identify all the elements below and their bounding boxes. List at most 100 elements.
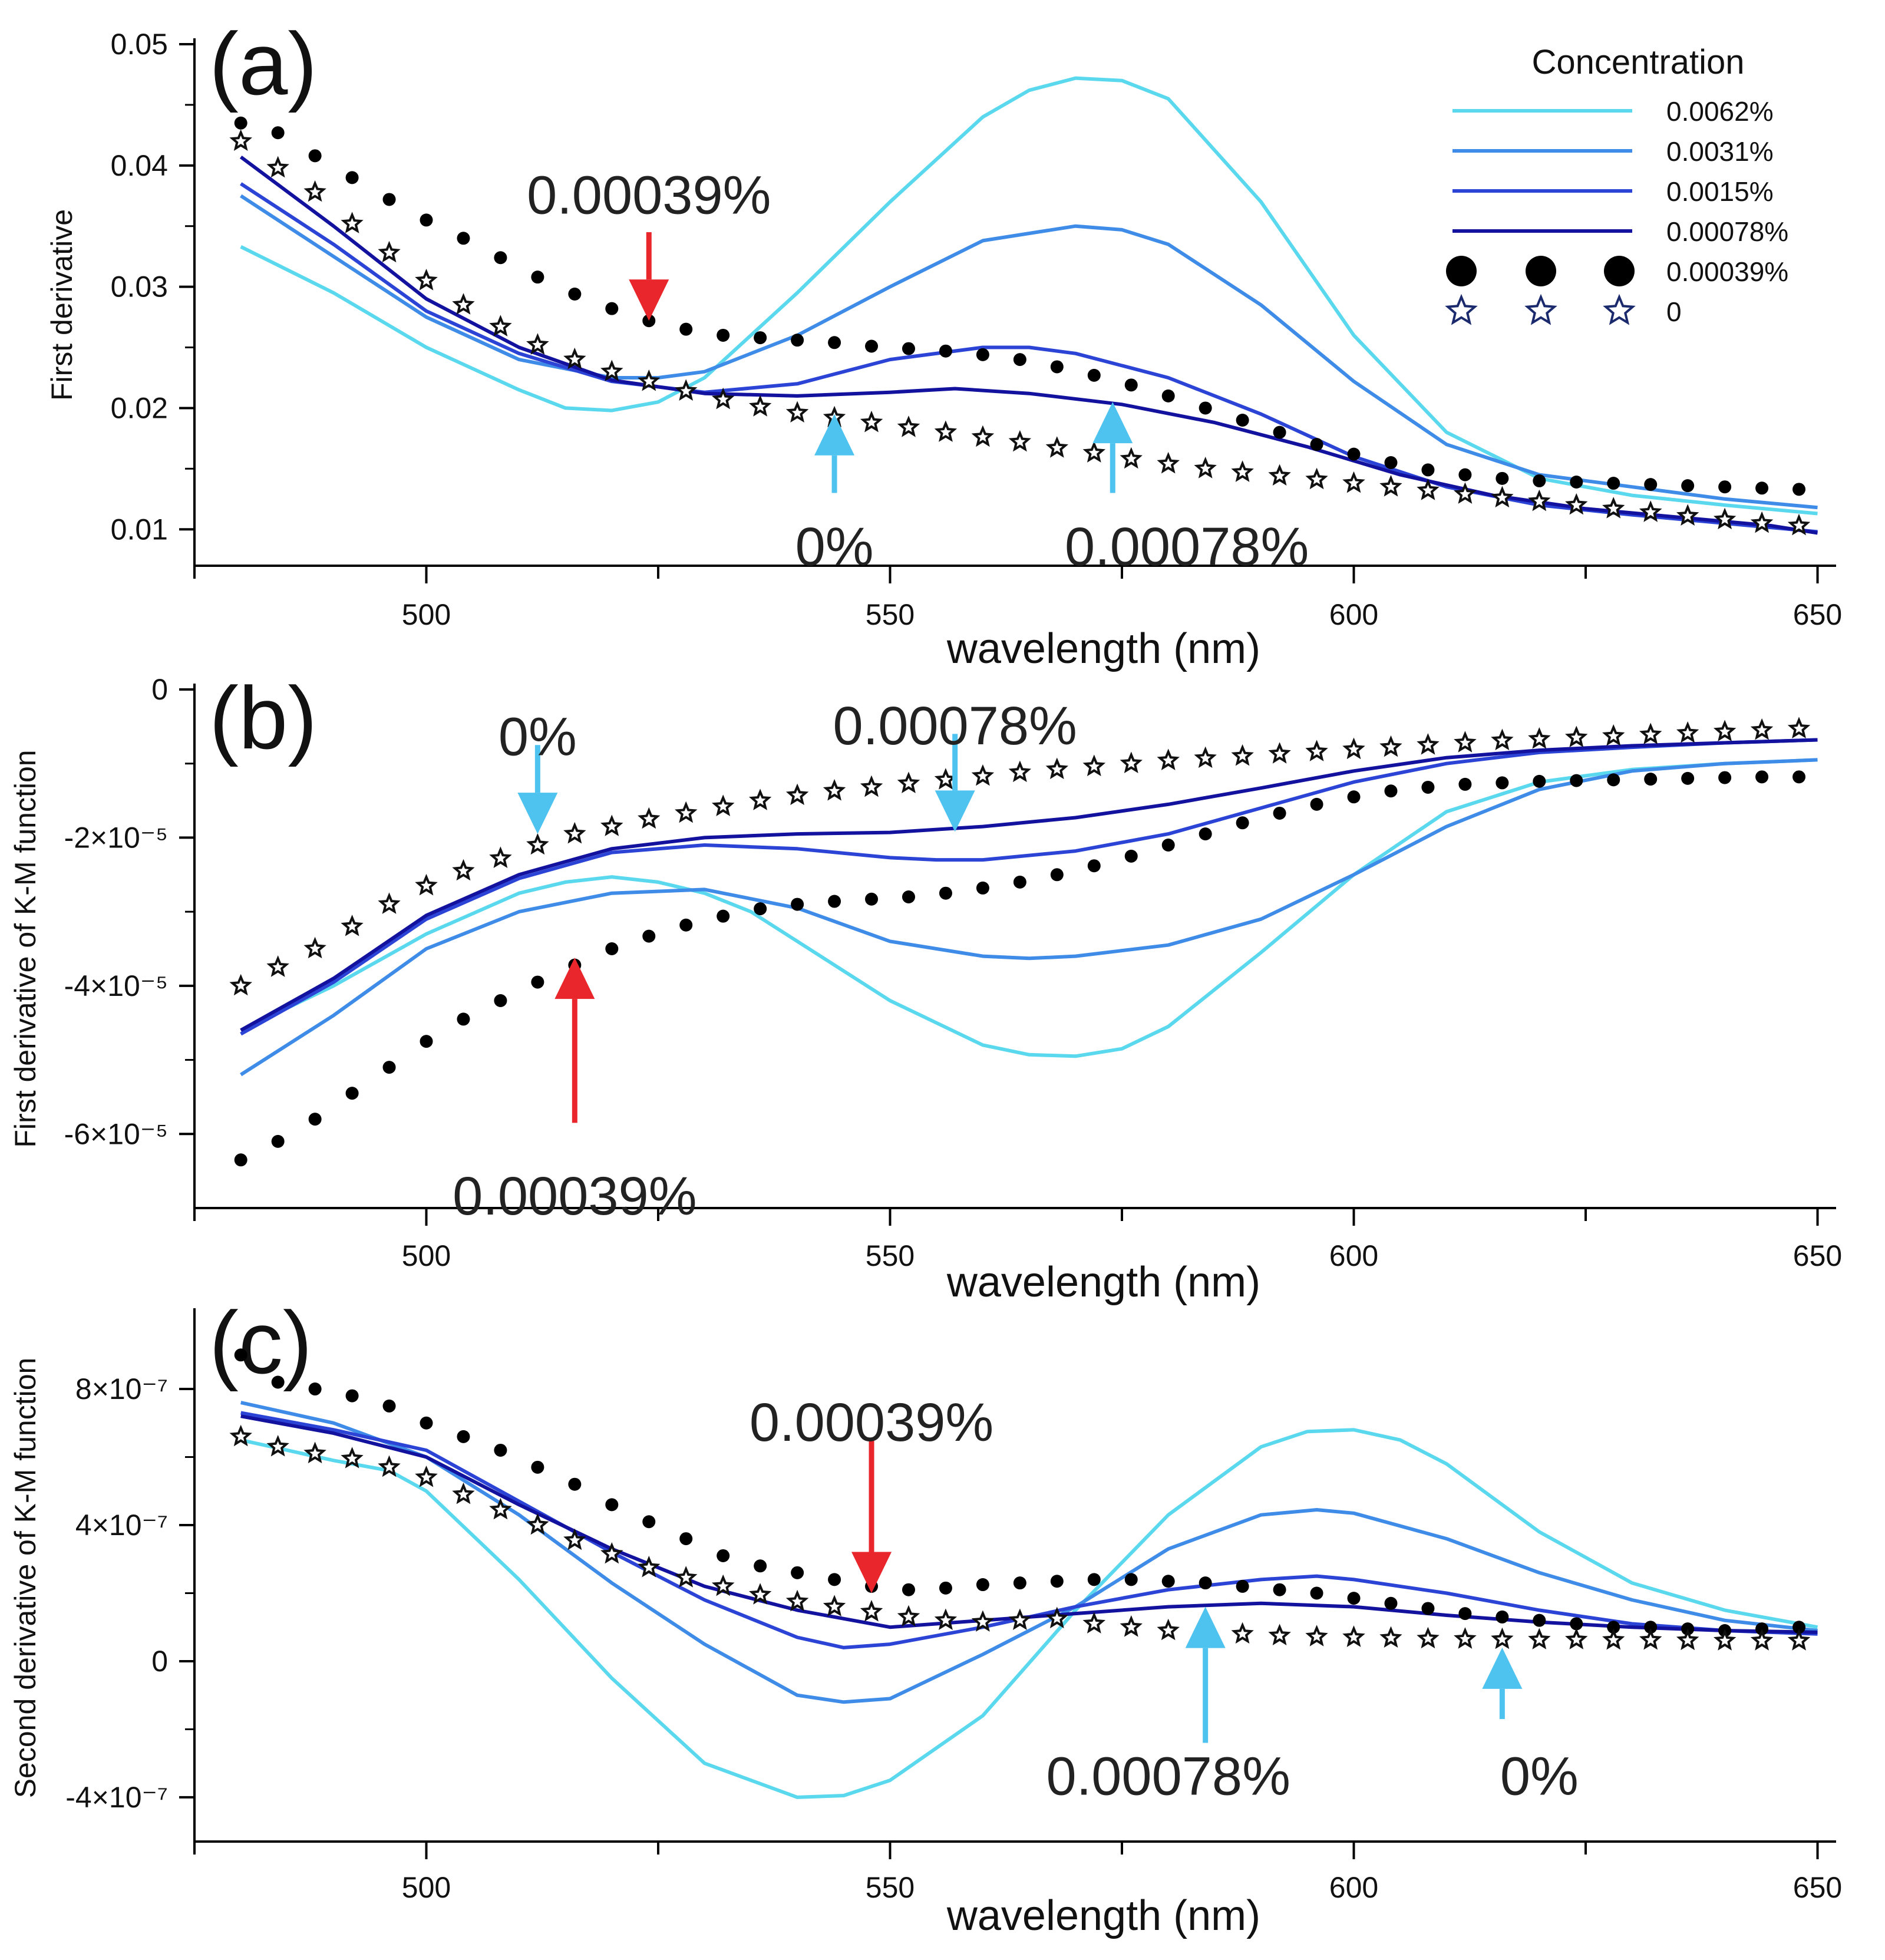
data-point-star [452,293,475,315]
legend-entry-label: 0.0031% [1666,136,1774,167]
data-point-dot [679,918,693,932]
legend-swatch-dot [1446,256,1477,286]
data-point-star [1750,511,1774,533]
data-point-star [1528,1628,1551,1649]
data-point-dot [1755,770,1769,784]
data-point-star [600,1542,623,1564]
y-tick-label: -4×10⁻⁷ [65,1781,168,1814]
x-tick-label: 550 [866,598,915,631]
data-point-dot [1347,1592,1361,1605]
legend-swatch-dot [1526,256,1556,286]
data-point-star [1305,1625,1328,1646]
x-tick-label: 500 [402,1239,451,1272]
data-point-dot [1050,868,1064,882]
data-point-dot [1161,839,1175,852]
data-point-dot [642,1515,656,1529]
data-point-dot [1087,368,1101,382]
data-point-dot [420,213,433,227]
data-point-star [1602,497,1625,519]
data-point-dot [531,975,544,989]
y-tick-label: -2×10⁻⁵ [64,821,168,854]
data-point-star [1713,507,1737,530]
data-point-dot [1161,1575,1175,1588]
data-point-dot [1273,425,1286,439]
data-point-star [526,333,549,355]
panel-label: (b) [209,668,317,767]
x-axis-label: wavelength (nm) [946,625,1260,672]
data-point-dot [271,1134,285,1148]
legend-entry-label: 0.00039% [1666,256,1788,287]
data-point-star [1120,751,1143,773]
data-point-star [229,1424,252,1447]
data-point-star [1268,464,1291,486]
data-point-dot [1755,481,1769,495]
x-axis-label: wavelength (nm) [946,1892,1260,1939]
series-line-0.0015% [240,1411,1818,1649]
data-point-dot [568,287,582,301]
data-point-star [1082,1612,1106,1634]
data-point-dot [1124,1573,1138,1586]
y-tick-label: -4×10⁻⁵ [64,969,168,1002]
legend-swatch-star [1445,293,1478,325]
data-point-dot [1384,456,1398,470]
data-point-star [489,315,512,336]
legend-swatch-star [1603,293,1636,325]
data-point-dot [345,171,359,184]
legend-swatch-star [1524,293,1557,325]
data-point-star [378,240,401,263]
data-point-star [415,873,438,896]
data-point-star [266,955,289,977]
legend-entry-label: 0 [1666,296,1682,327]
data-point-dot [717,328,730,342]
data-point-dot [420,1035,433,1048]
data-point-dot [1421,463,1435,477]
data-point-star [675,1566,698,1588]
data-point-star [266,1434,289,1457]
data-point-star [489,846,512,869]
data-point-dot [642,929,656,943]
data-point-star [1417,733,1440,755]
data-point-star [934,420,958,442]
data-point-dot [1124,378,1138,392]
y-tick-label: 4×10⁻⁷ [75,1509,168,1542]
data-point-star [711,1574,735,1596]
annotation-label: 0% [795,517,874,577]
x-tick-label: 550 [866,1871,915,1904]
data-point-dot [1644,1621,1658,1634]
x-tick-label: 600 [1329,1239,1378,1272]
data-point-dot [791,334,804,347]
data-point-dot [1570,774,1583,787]
data-point-star [638,1555,661,1578]
data-point-dot [1050,360,1064,374]
data-point-star [638,369,661,391]
x-tick-label: 550 [866,1239,915,1272]
data-point-dot [828,336,841,349]
panel-3: 500 550 600 650 8×10⁻⁷ 4×10⁻⁷ 0 -4×10⁻⁷ waveleng… [9,1293,1842,1939]
data-point-star [526,1513,549,1535]
data-point-star [971,764,995,786]
series-line-0.0031% [240,194,1818,510]
data-point-star [1082,441,1106,463]
data-point-star [341,915,364,936]
data-point-dot [457,232,470,245]
data-point-star [1417,1626,1440,1649]
data-point-star [785,1589,809,1612]
data-point-dot [976,348,989,361]
y-axis-label: First derivative of K-M function [9,750,42,1147]
annotation-label: 0.00039% [750,1393,993,1453]
data-point-dot [531,270,544,284]
data-point-star [1305,740,1328,761]
data-point-dot [605,1498,619,1512]
data-point-star [934,1608,958,1631]
data-point-star [1231,1622,1254,1644]
data-point-dot [345,1087,359,1100]
data-point-star [1565,725,1588,747]
annotation-label: 0.00078% [1065,517,1309,577]
data-point-dot [1570,475,1583,489]
data-point-dot [1310,438,1323,451]
data-point-star [1491,1627,1514,1649]
data-point-star [452,859,475,881]
data-point-dot [457,1430,470,1443]
data-point-star [897,771,920,794]
